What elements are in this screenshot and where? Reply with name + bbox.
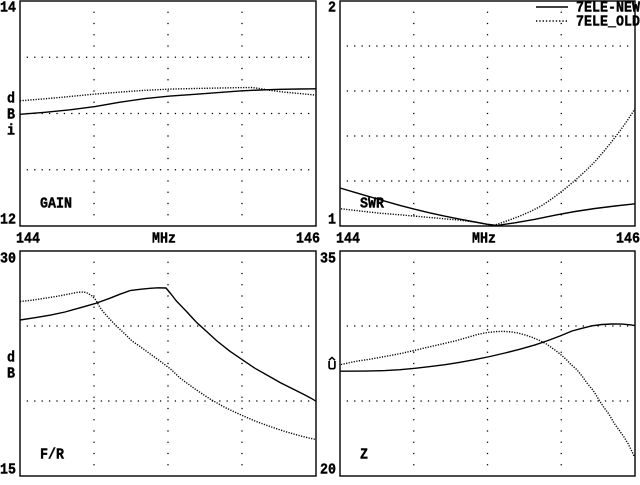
svg-text:MHz: MHz <box>472 231 496 248</box>
svg-text:144: 144 <box>336 231 361 248</box>
svg-text:F/R: F/R <box>40 447 65 464</box>
svg-text:B: B <box>7 366 16 383</box>
svg-text:1: 1 <box>328 212 336 229</box>
svg-text:7ELE_OLD: 7ELE_OLD <box>576 14 640 31</box>
svg-text:2: 2 <box>328 0 336 17</box>
svg-text:MHz: MHz <box>152 231 176 248</box>
svg-text:35: 35 <box>320 251 336 268</box>
svg-text:SWR: SWR <box>360 196 385 213</box>
svg-text:144: 144 <box>16 231 41 248</box>
svg-text:d: d <box>7 91 15 108</box>
svg-text:30: 30 <box>0 251 16 268</box>
svg-text:12: 12 <box>0 212 16 229</box>
svg-text:7ELE-NEW: 7ELE-NEW <box>576 0 640 17</box>
svg-text:GAIN: GAIN <box>40 196 72 213</box>
svg-text:146: 146 <box>296 231 320 248</box>
svg-text:B: B <box>7 107 16 124</box>
svg-text:Z: Z <box>360 447 368 464</box>
svg-text:i: i <box>7 123 15 140</box>
svg-text:146: 146 <box>616 231 640 248</box>
svg-text:14: 14 <box>0 0 17 17</box>
svg-text:15: 15 <box>0 462 16 479</box>
svg-text:d: d <box>7 350 15 367</box>
svg-text:20: 20 <box>320 462 336 479</box>
